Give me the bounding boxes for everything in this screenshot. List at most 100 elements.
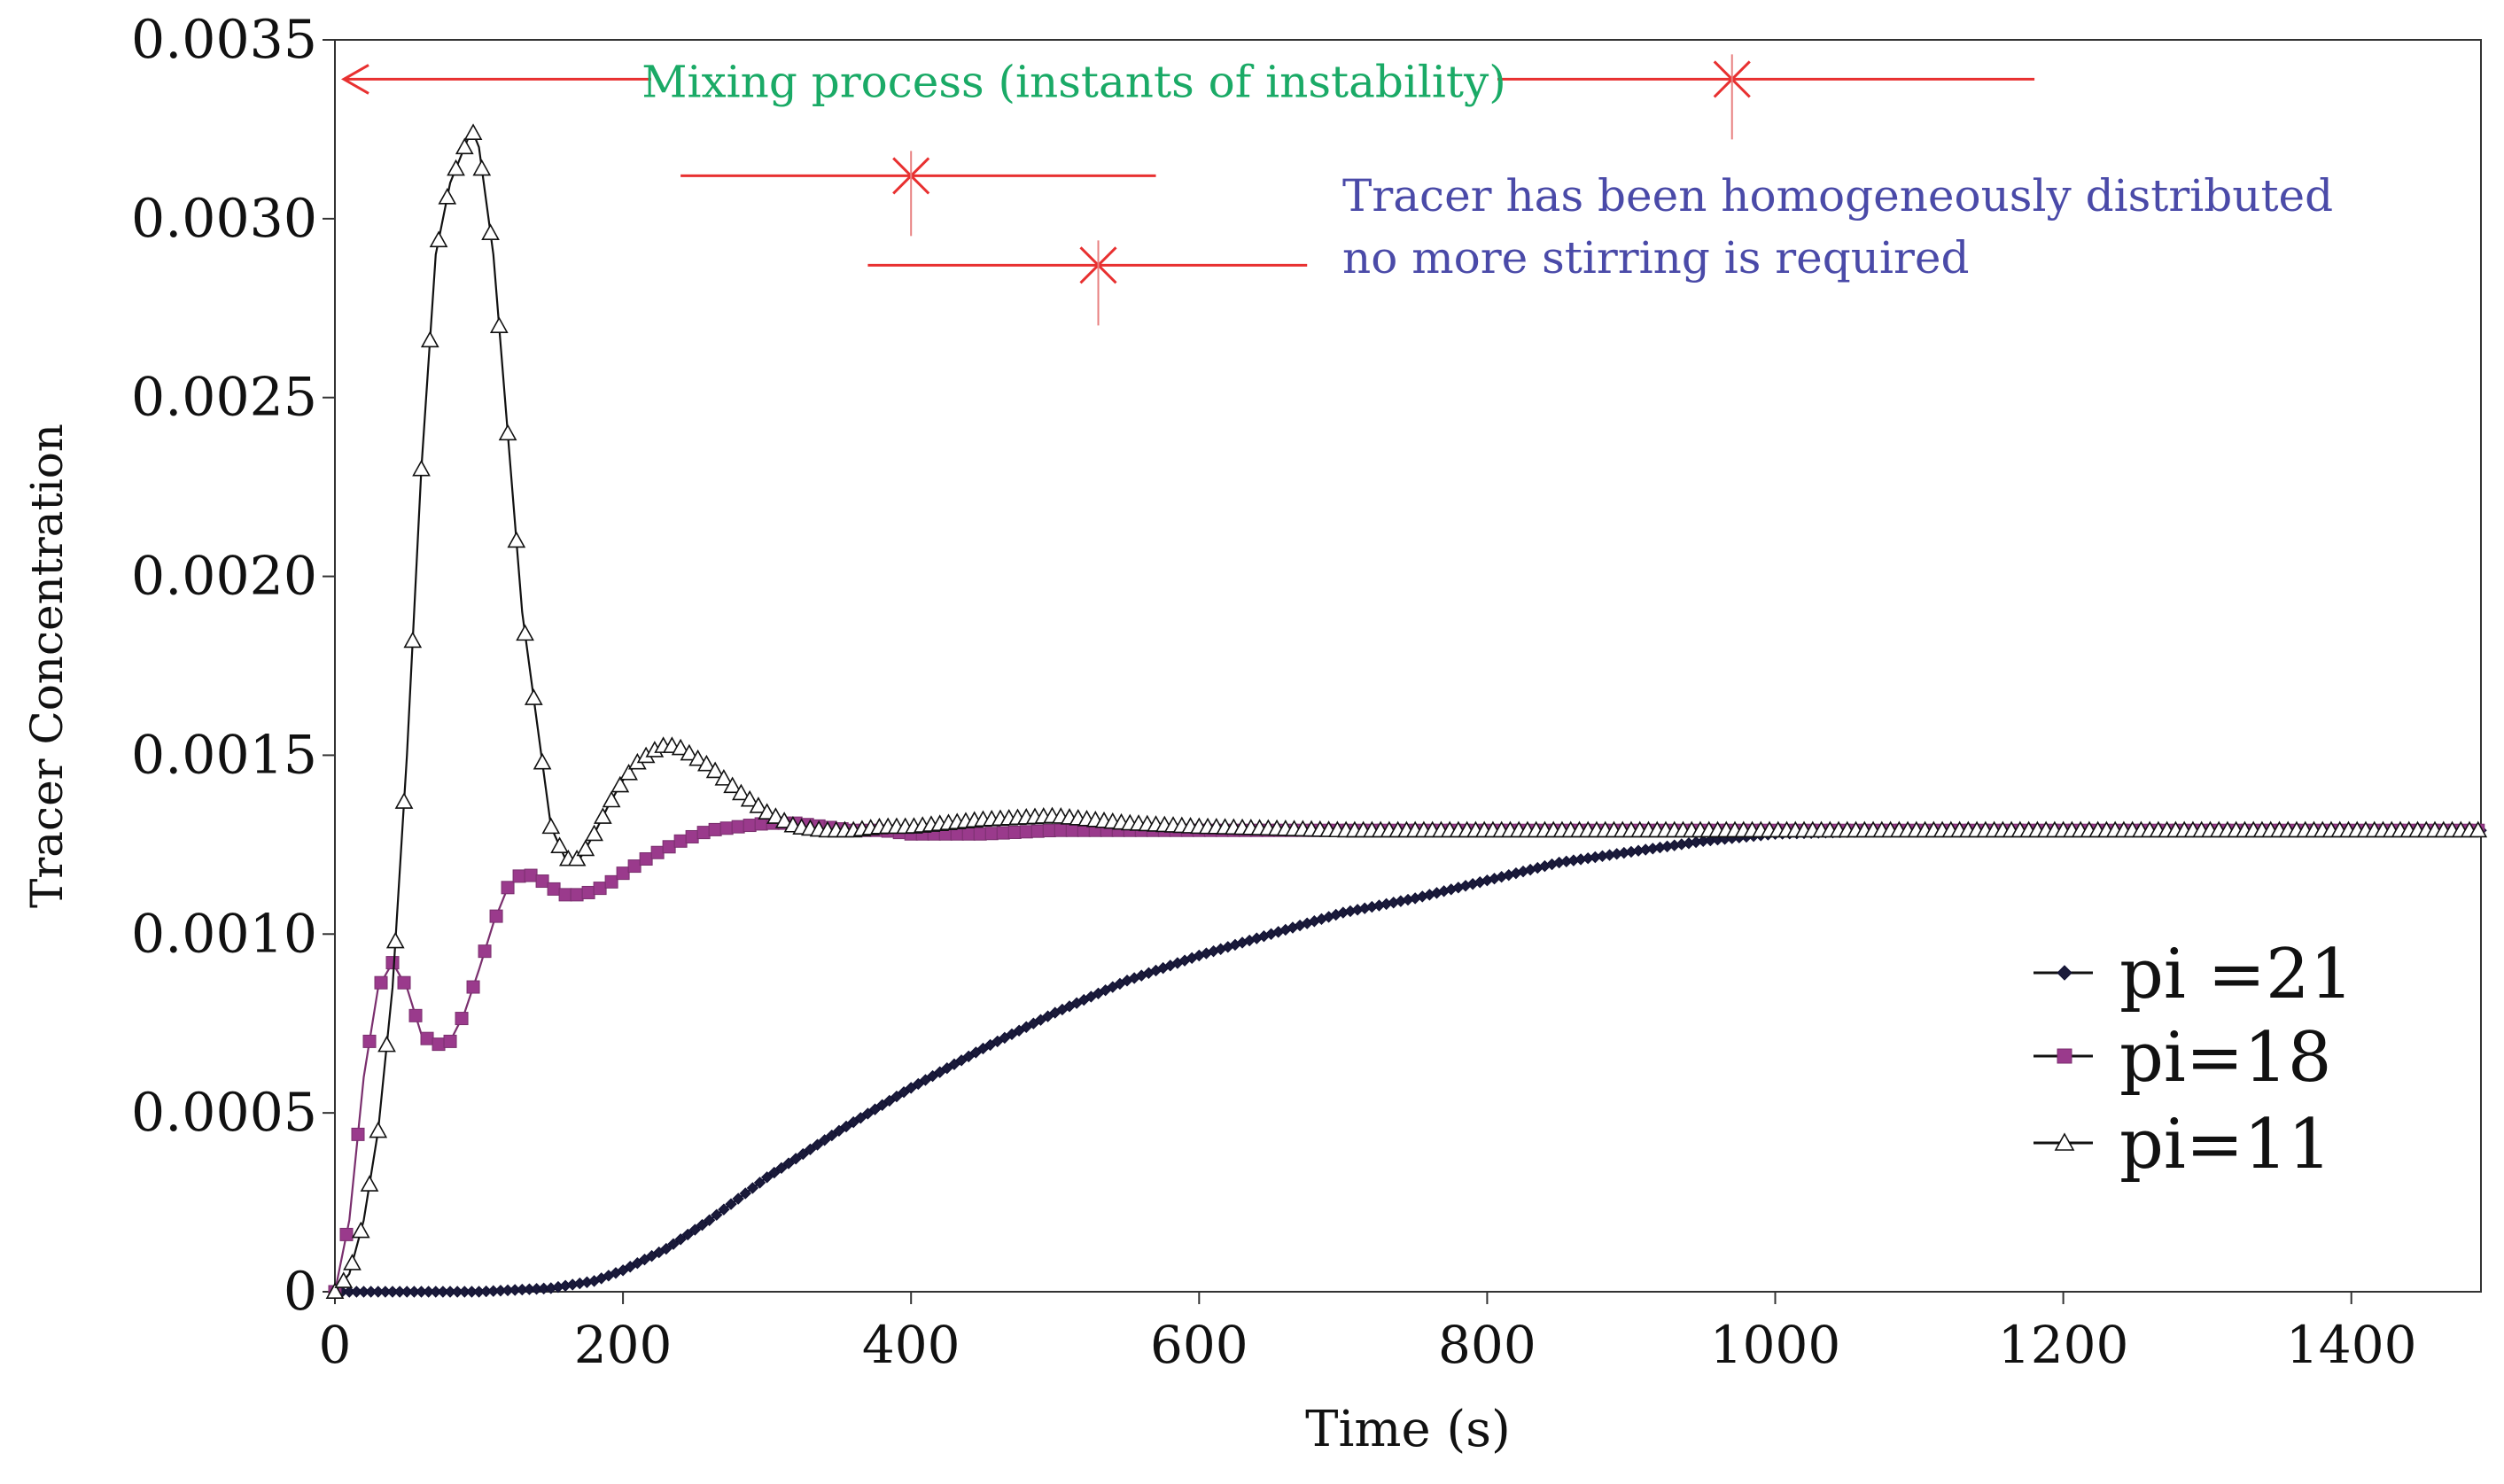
data-point [868, 1103, 882, 1115]
data-point [541, 817, 561, 835]
data-point [443, 1034, 457, 1048]
axis-ticks: 0 200 400 600 800 1000 1200 1400 0 0.0005 0.0010 0.… [131, 9, 2416, 1375]
x-tick-label: 200 [574, 1315, 673, 1375]
legend-entry: pi =21 [2034, 935, 2353, 1014]
data-point [725, 1198, 737, 1210]
data-point [732, 783, 750, 801]
annotation-layer: Mixing process (instants of instability)… [340, 54, 2333, 326]
data-point [754, 817, 768, 831]
data-point [581, 885, 595, 899]
x-tick-label: 400 [862, 1315, 960, 1375]
data-point [685, 829, 699, 843]
data-point [481, 223, 500, 241]
data-point [650, 845, 665, 859]
data-point [512, 869, 526, 883]
data-point [627, 859, 642, 874]
legend-label: pi=18 [2119, 1018, 2331, 1098]
data-point [740, 789, 759, 807]
y-tick-label: 0.0005 [131, 1082, 317, 1144]
data-point [2469, 820, 2488, 838]
y-tick-label: 0.0015 [131, 724, 317, 786]
series-layer [325, 123, 2488, 1299]
data-point [351, 1221, 370, 1239]
data-point [478, 944, 492, 959]
data-point [811, 1138, 824, 1151]
x-tick-label: 1400 [2286, 1315, 2417, 1375]
data-point [1030, 824, 1045, 838]
data-point [616, 866, 630, 881]
x-tick-label: 600 [1150, 1315, 1248, 1375]
legend-marker [2054, 1132, 2075, 1151]
data-point [593, 882, 607, 896]
data-point [585, 824, 603, 842]
data-point [489, 316, 509, 333]
y-tick-label: 0.0035 [131, 9, 317, 71]
data-point [696, 1218, 709, 1231]
data-point [455, 137, 474, 155]
data-point [339, 1227, 354, 1241]
data-point [714, 769, 734, 786]
data-point [973, 827, 987, 841]
data-point [1007, 825, 1022, 839]
data-point [385, 956, 400, 970]
data-point [711, 1208, 723, 1221]
data-point [547, 882, 561, 896]
data-point [403, 631, 423, 649]
data-point [360, 1175, 379, 1192]
data-point [688, 1224, 702, 1236]
data-point [394, 792, 414, 809]
data-point [408, 1008, 423, 1022]
data-point [680, 743, 699, 761]
data-point [576, 839, 595, 857]
data-point [535, 874, 549, 889]
data-point [420, 1031, 434, 1045]
data-point [466, 980, 480, 994]
data-point [749, 796, 768, 813]
data-point [343, 1254, 362, 1270]
data-point [797, 1147, 809, 1161]
homogeneous-note-line: no more stirring is required [1342, 232, 1969, 284]
mixing-arrow: Mixing process (instants of instability) [340, 56, 2035, 107]
data-point [489, 909, 503, 923]
legend-label: pi =21 [2119, 935, 2353, 1014]
legend-entry: pi=18 [2034, 1018, 2331, 1098]
data-point [671, 738, 690, 756]
series-triangle [325, 123, 2488, 1299]
data-point [718, 1203, 730, 1216]
data-point [719, 821, 734, 835]
data-point [524, 868, 538, 882]
y-tick-label: 0 [284, 1261, 317, 1323]
data-point [833, 1124, 845, 1138]
y-tick-label: 0.0030 [131, 188, 317, 250]
data-point [570, 888, 584, 902]
data-point [501, 881, 515, 895]
data-point [662, 840, 676, 854]
data-point [593, 807, 612, 824]
data-point [412, 459, 431, 477]
data-point [984, 827, 999, 841]
data-point [703, 1214, 716, 1226]
data-point [688, 749, 707, 766]
data-point [385, 931, 405, 949]
data-point [746, 1182, 759, 1194]
data-point [766, 807, 785, 824]
homogeneous-note: Tracer has been homogeneously distribute… [1342, 170, 2333, 284]
data-point [854, 1112, 867, 1124]
x-tick-label: 1000 [1710, 1315, 1841, 1375]
mixing-process-label: Mixing process (instants of instability) [642, 56, 1506, 107]
data-point [619, 763, 638, 781]
x-tick-label: 800 [1438, 1315, 1536, 1375]
data-point [516, 624, 534, 641]
data-point [667, 1238, 680, 1250]
data-point [875, 1099, 889, 1111]
data-point [524, 688, 543, 705]
data-point [840, 1120, 852, 1133]
data-point [660, 1242, 673, 1255]
data-point [602, 790, 621, 808]
data-point [438, 187, 457, 205]
data-point [731, 820, 745, 834]
data-point [847, 1115, 859, 1129]
